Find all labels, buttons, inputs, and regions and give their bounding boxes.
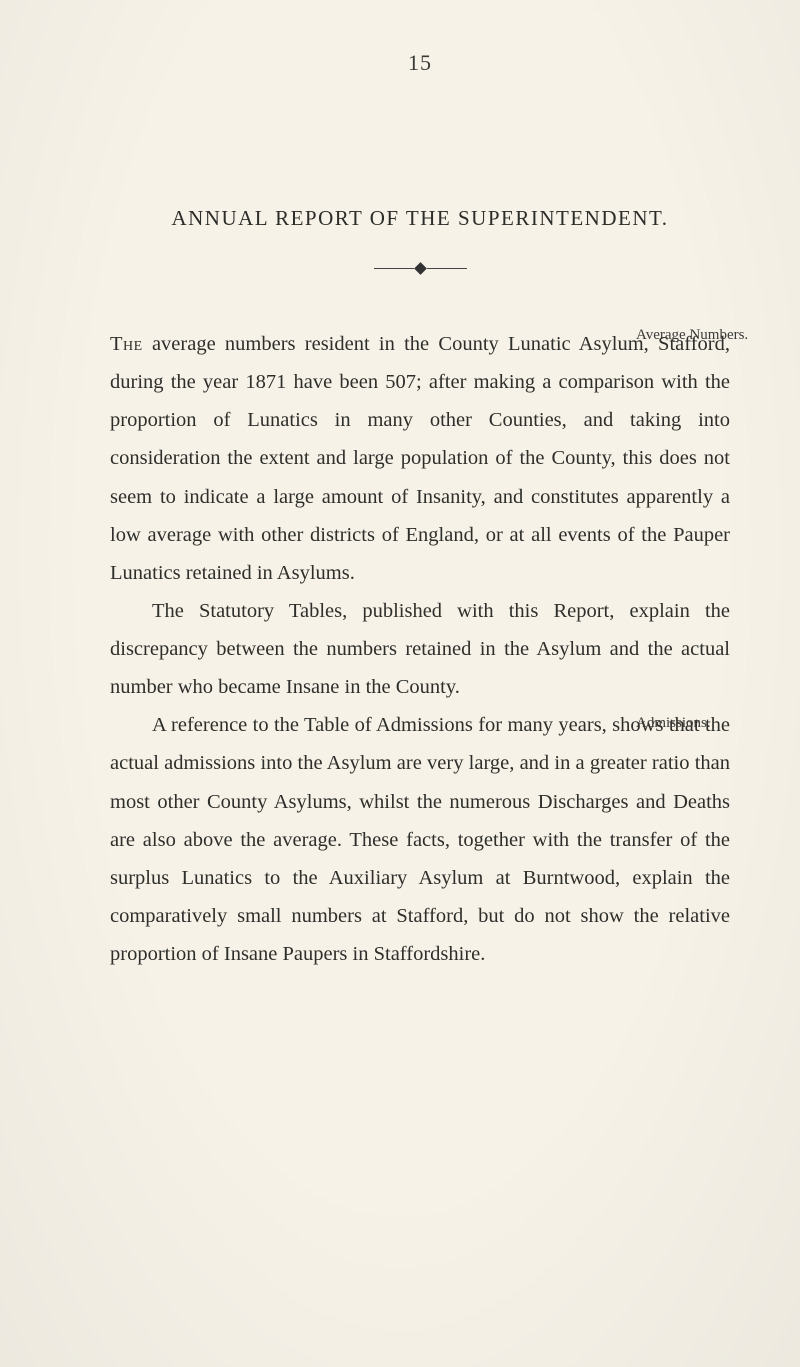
page-number: 15 [110, 50, 730, 76]
body-text-area: Average Num­bers. Admissions. The averag… [110, 325, 730, 973]
ornament-line-right [427, 268, 467, 269]
margin-note-average-numbers: Average Num­bers. [636, 325, 766, 345]
report-title: ANNUAL REPORT OF THE SUPERINTENDENT. [110, 206, 730, 231]
paragraph-1-lead: The [110, 333, 143, 355]
paragraph-1-rest: average numbers resident in the County L… [110, 333, 730, 584]
paragraph-1: The average numbers resident in the Coun… [110, 325, 730, 592]
ornament-line-left [374, 268, 414, 269]
ornament-diamond-icon [414, 262, 427, 275]
scanned-page: 15 ANNUAL REPORT OF THE SUPERINTENDENT. … [0, 0, 800, 1367]
paragraph-3: A reference to the Table of Admissions f… [110, 706, 730, 973]
title-ornament [110, 259, 730, 277]
margin-note-admissions: Admissions. [636, 713, 766, 733]
paragraph-2: The Statutory Tables, published with thi… [110, 592, 730, 706]
